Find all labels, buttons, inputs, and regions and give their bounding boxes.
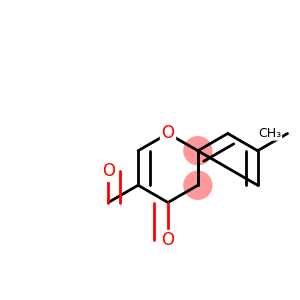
Text: O: O [102,162,115,180]
Text: O: O [161,232,175,250]
Circle shape [184,137,212,165]
Circle shape [184,171,212,199]
Text: O: O [161,124,175,142]
Text: CH₃: CH₃ [258,127,281,140]
